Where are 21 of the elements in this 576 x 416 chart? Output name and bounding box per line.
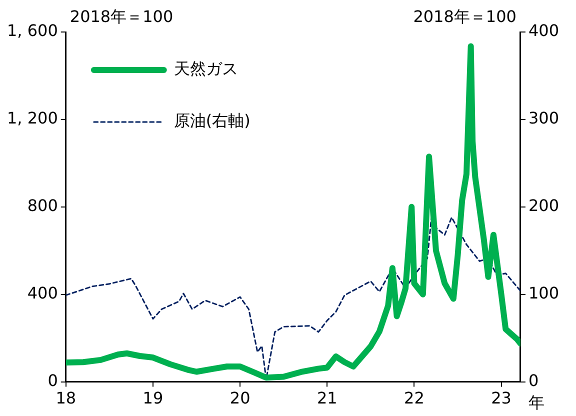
y2-axis-title: 2018年＝100 <box>413 7 516 26</box>
legend-label: 天然ガス <box>174 59 238 78</box>
y-tick-label: 1, 200 <box>7 108 58 128</box>
legend-label: 原油(右軸) <box>174 111 250 130</box>
x-tick-label: 21 <box>316 388 338 408</box>
x-tick-label: 20 <box>230 388 250 408</box>
y-tick-label: 0 <box>48 370 58 390</box>
y2-tick-label: 400 <box>528 21 560 40</box>
y2-tick-label: 100 <box>528 284 560 303</box>
y-tick-label: 1, 600 <box>7 21 58 40</box>
y-tick-label: 800 <box>27 196 58 216</box>
x-tick-label: 23 <box>491 388 512 408</box>
x-tick-label: 22 <box>404 388 424 408</box>
x-axis-title: 年 <box>528 392 544 412</box>
x-tick-label: 18 <box>56 388 76 408</box>
x-tick-label: 19 <box>142 388 164 408</box>
y-axis-title: 2018年＝100 <box>70 7 174 26</box>
y-tick-label: 400 <box>27 284 58 303</box>
y2-tick-label: 0 <box>528 370 539 390</box>
y2-tick-label: 300 <box>528 108 560 128</box>
y2-tick-label: 200 <box>528 196 560 216</box>
